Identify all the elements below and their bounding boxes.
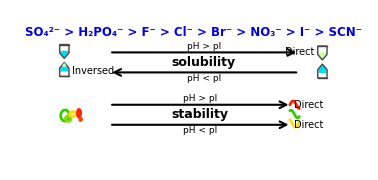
Polygon shape <box>60 51 68 58</box>
Text: Direct: Direct <box>285 47 314 57</box>
Text: pH < pI: pH < pI <box>187 74 221 83</box>
Polygon shape <box>60 63 68 72</box>
Text: stability: stability <box>172 108 228 121</box>
Text: pH > pI: pH > pI <box>187 42 221 51</box>
Text: Direct: Direct <box>294 120 323 130</box>
Text: SO₄²⁻ > H₂PO₄⁻ > F⁻ > Cl⁻ > Br⁻ > NO₃⁻ > I⁻ > SCN⁻: SO₄²⁻ > H₂PO₄⁻ > F⁻ > Cl⁻ > Br⁻ > NO₃⁻ >… <box>25 26 362 39</box>
Text: pH > pI: pH > pI <box>183 94 217 103</box>
Text: solubility: solubility <box>172 56 236 69</box>
Polygon shape <box>319 52 326 59</box>
Polygon shape <box>319 65 326 73</box>
Text: Inversed: Inversed <box>72 66 114 76</box>
Polygon shape <box>62 63 67 67</box>
Text: Direct: Direct <box>294 100 323 110</box>
Text: pH < pI: pH < pI <box>183 126 217 135</box>
